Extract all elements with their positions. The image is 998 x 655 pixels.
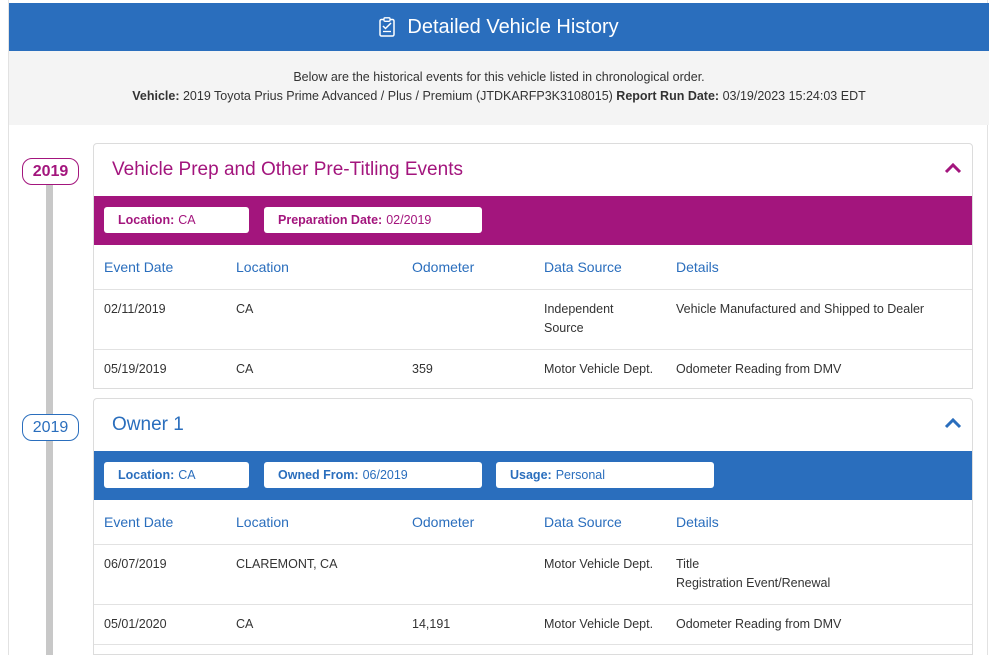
- chevron-up-icon[interactable]: [944, 417, 962, 429]
- pill-value: 02/2019: [386, 213, 432, 227]
- column-header-location: Location: [236, 259, 289, 275]
- table-header: Event Date Location Odometer Data Source…: [94, 500, 972, 545]
- location-pill: Location: CA: [104, 462, 249, 488]
- event-source: Motor Vehicle Dept.: [544, 362, 654, 376]
- event-details: Odometer Reading from DMV: [676, 617, 842, 631]
- section-summary-band: Location: CA Owned From: 06/2019 Usage: Per…: [94, 451, 972, 500]
- section-header[interactable]: Vehicle Prep and Other Pre-Titling Event…: [94, 144, 972, 196]
- column-header-odometer: Odometer: [412, 259, 475, 275]
- location-pill: Location: CA: [104, 207, 249, 233]
- usage-pill: Usage: Personal: [496, 462, 714, 488]
- table-row: 02/11/2019 CA Independent Source Vehicle…: [94, 290, 972, 350]
- event-odometer: 14,191: [412, 617, 451, 631]
- event-details: Title: [676, 557, 700, 571]
- event-date: 06/07/2019: [104, 557, 167, 571]
- clipboard-check-icon: [379, 17, 396, 37]
- section-summary-band: Location: CA Preparation Date: 02/2019: [94, 196, 972, 245]
- owner-1-section: Owner 1 Location: CA Owned From: 06/2019 U…: [93, 398, 973, 655]
- event-location: CA: [236, 362, 254, 376]
- event-details: Vehicle Manufactured and Shipped to Deal…: [676, 302, 925, 316]
- event-odometer: 359: [412, 362, 433, 376]
- pill-value: CA: [178, 213, 196, 227]
- timeline-year-badge: 2019: [22, 414, 79, 441]
- pre-titling-section: Vehicle Prep and Other Pre-Titling Event…: [93, 143, 973, 389]
- vehicle-value: 2019 Toyota Prius Prime Advanced / Plus …: [182, 89, 613, 103]
- column-header-odometer: Odometer: [412, 514, 475, 530]
- report-intro: Below are the historical events for this…: [9, 51, 989, 125]
- report-date-label: Report Run Date:: [616, 89, 720, 103]
- pill-label: Location:: [118, 213, 175, 227]
- vehicle-info: Vehicle: 2019 Toyota Prius Prime Advance…: [9, 89, 989, 103]
- pill-value: CA: [178, 468, 196, 482]
- event-location: CLAREMONT, CA: [236, 557, 338, 571]
- intro-text: Below are the historical events for this…: [293, 70, 705, 84]
- pill-label: Location:: [118, 468, 175, 482]
- preparation-date-pill: Preparation Date: 02/2019: [264, 207, 482, 233]
- event-source: Motor Vehicle Dept.: [544, 617, 654, 631]
- report-page: Detailed Vehicle History Below are the h…: [8, 0, 989, 655]
- page-title: Detailed Vehicle History: [407, 15, 619, 38]
- report-date-value: 03/19/2023 15:24:03 EDT: [722, 89, 866, 103]
- column-header-data-source: Data Source: [544, 514, 622, 530]
- chevron-up-icon[interactable]: [944, 162, 962, 174]
- pill-value: 06/2019: [362, 468, 408, 482]
- vehicle-label: Vehicle:: [132, 89, 180, 103]
- event-details: Odometer Reading from DMV: [676, 362, 842, 376]
- event-source: Independent: [544, 302, 614, 316]
- column-header-event-date: Event Date: [104, 514, 174, 530]
- event-details-cont: Registration Event/Renewal: [676, 576, 831, 590]
- event-source-cont: Source: [544, 321, 584, 335]
- table-row: 06/07/2019 CLAREMONT, CA Motor Vehicle D…: [94, 545, 972, 605]
- event-location: CA: [236, 302, 254, 316]
- section-title: Vehicle Prep and Other Pre-Titling Event…: [112, 159, 463, 180]
- event-source: Motor Vehicle Dept.: [544, 557, 654, 571]
- section-title: Owner 1: [112, 414, 184, 435]
- event-date: 05/01/2020: [104, 617, 167, 631]
- column-header-event-date: Event Date: [104, 259, 174, 275]
- table-header: Event Date Location Odometer Data Source…: [94, 245, 972, 290]
- report-header: Detailed Vehicle History: [9, 3, 989, 51]
- event-location: CA: [236, 617, 254, 631]
- column-header-details: Details: [676, 259, 719, 275]
- event-date: 02/11/2019: [104, 302, 166, 316]
- pill-value: Personal: [555, 468, 606, 482]
- owned-from-pill: Owned From: 06/2019: [264, 462, 482, 488]
- section-header[interactable]: Owner 1: [94, 399, 972, 451]
- column-header-location: Location: [236, 514, 289, 530]
- pill-label: Owned From:: [278, 468, 359, 482]
- table-row: 05/19/2019 CA 359 Motor Vehicle Dept. Od…: [94, 350, 972, 390]
- pill-label: Usage:: [510, 468, 552, 482]
- column-header-details: Details: [676, 514, 719, 530]
- column-header-data-source: Data Source: [544, 259, 622, 275]
- table-row: 05/01/2020 CA 14,191 Motor Vehicle Dept.…: [94, 605, 972, 645]
- pill-label: Preparation Date:: [278, 213, 383, 227]
- event-date: 05/19/2019: [104, 362, 167, 376]
- timeline-year-badge: 2019: [22, 158, 79, 185]
